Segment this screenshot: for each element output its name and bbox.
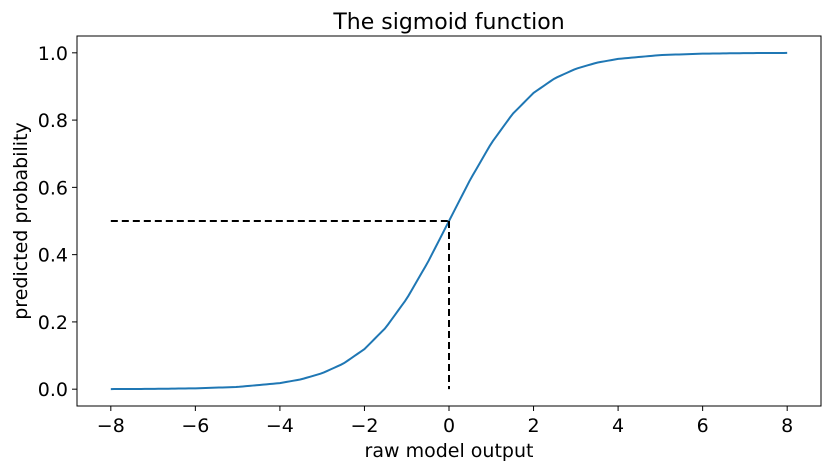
plot-area bbox=[110, 51, 788, 391]
x-tick-label: −2 bbox=[350, 415, 378, 437]
y-tick-label: 0.0 bbox=[38, 379, 68, 401]
x-tick-label: 8 bbox=[781, 415, 793, 437]
x-axis-ticks: −8 −6 −4 −2 0 2 4 6 8 bbox=[97, 406, 793, 437]
x-tick-label: 0 bbox=[443, 415, 455, 437]
y-axis-label: predicted probability bbox=[10, 122, 32, 320]
y-axis-ticks: 0.0 0.2 0.4 0.6 0.8 1.0 bbox=[38, 43, 77, 401]
y-tick-label: 0.2 bbox=[38, 312, 68, 334]
x-tick-label: −8 bbox=[97, 415, 125, 437]
x-tick-label: −4 bbox=[266, 415, 294, 437]
x-tick-label: 4 bbox=[612, 415, 624, 437]
x-tick-label: 2 bbox=[527, 415, 539, 437]
x-axis-label: raw model output bbox=[365, 440, 534, 462]
y-tick-label: 1.0 bbox=[38, 43, 68, 65]
y-tick-label: 0.6 bbox=[38, 177, 68, 199]
chart-title: The sigmoid function bbox=[332, 10, 564, 35]
y-tick-label: 0.8 bbox=[38, 110, 68, 132]
y-tick-label: 0.4 bbox=[38, 245, 68, 267]
x-tick-label: 6 bbox=[697, 415, 709, 437]
x-tick-label: −6 bbox=[181, 415, 209, 437]
